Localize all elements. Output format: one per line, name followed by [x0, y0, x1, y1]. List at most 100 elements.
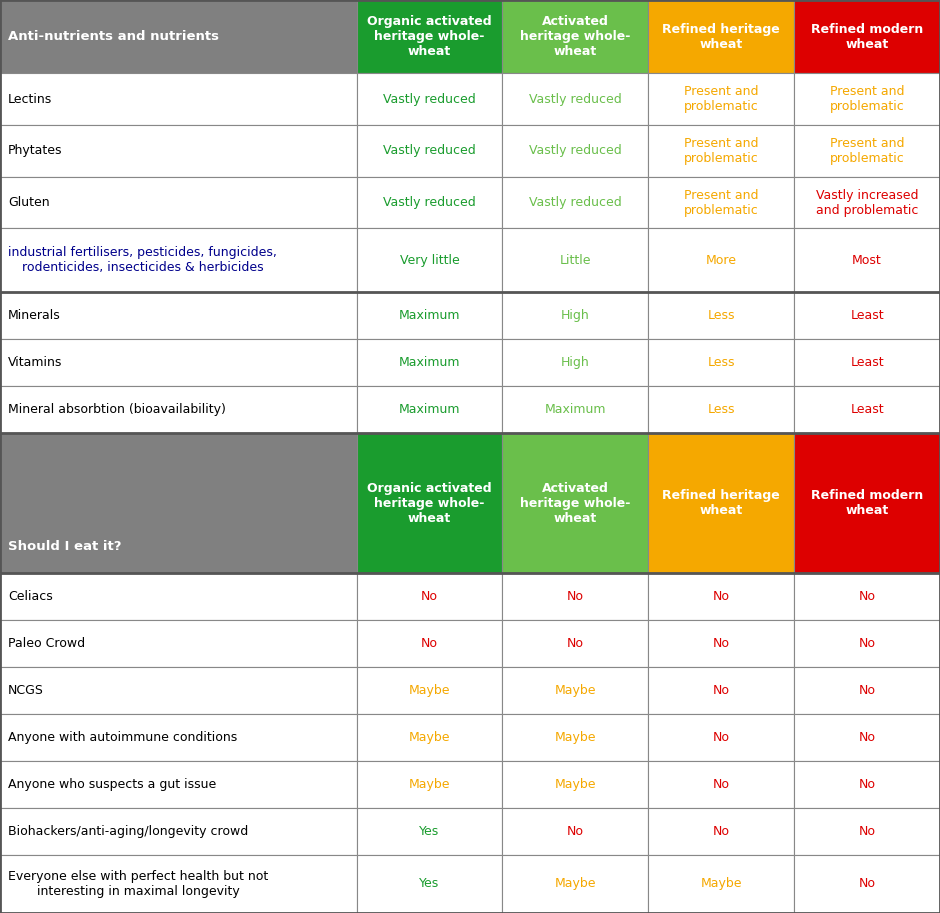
- Text: NCGS: NCGS: [8, 684, 44, 697]
- Bar: [503, 761, 649, 808]
- Text: Vastly reduced: Vastly reduced: [384, 196, 476, 209]
- Bar: [356, 666, 503, 714]
- Bar: [503, 808, 649, 855]
- Text: Should I eat it?: Should I eat it?: [8, 540, 121, 552]
- Text: No: No: [713, 590, 729, 603]
- Text: No: No: [858, 590, 875, 603]
- Text: Celiacs: Celiacs: [8, 590, 53, 603]
- Text: Vastly reduced: Vastly reduced: [384, 93, 476, 106]
- Text: Maybe: Maybe: [555, 730, 596, 744]
- Text: Present and
problematic: Present and problematic: [830, 85, 904, 113]
- Bar: [794, 855, 940, 913]
- Text: Maximum: Maximum: [399, 310, 461, 322]
- Bar: [356, 73, 503, 125]
- Bar: [649, 125, 794, 177]
- Text: Gluten: Gluten: [8, 196, 50, 209]
- Text: Maybe: Maybe: [555, 877, 596, 890]
- Bar: [0, 125, 356, 177]
- Text: Anyone who suspects a gut issue: Anyone who suspects a gut issue: [8, 778, 216, 791]
- Bar: [503, 73, 649, 125]
- Bar: [649, 855, 794, 913]
- Text: Least: Least: [851, 356, 884, 370]
- Text: Most: Most: [853, 254, 882, 267]
- Text: High: High: [561, 356, 589, 370]
- Bar: [356, 0, 503, 73]
- Bar: [649, 340, 794, 386]
- Bar: [649, 620, 794, 666]
- Text: Anyone with autoimmune conditions: Anyone with autoimmune conditions: [8, 730, 237, 744]
- Bar: [794, 572, 940, 620]
- Bar: [0, 714, 356, 761]
- Text: No: No: [567, 824, 584, 838]
- Bar: [649, 0, 794, 73]
- Text: No: No: [567, 590, 584, 603]
- Bar: [0, 666, 356, 714]
- Text: No: No: [858, 877, 875, 890]
- Text: Paleo Crowd: Paleo Crowd: [8, 636, 86, 650]
- Text: Phytates: Phytates: [8, 144, 62, 157]
- Bar: [356, 572, 503, 620]
- Bar: [794, 292, 940, 340]
- Text: No: No: [858, 684, 875, 697]
- Bar: [503, 666, 649, 714]
- Bar: [503, 620, 649, 666]
- Bar: [649, 761, 794, 808]
- Text: Vitamins: Vitamins: [8, 356, 62, 370]
- Bar: [503, 292, 649, 340]
- Text: Maybe: Maybe: [555, 684, 596, 697]
- Bar: [0, 855, 356, 913]
- Text: Present and
problematic: Present and problematic: [684, 137, 759, 165]
- Bar: [794, 0, 940, 73]
- Text: Maximum: Maximum: [399, 404, 461, 416]
- Text: No: No: [713, 636, 729, 650]
- Bar: [649, 714, 794, 761]
- Bar: [356, 340, 503, 386]
- Text: Least: Least: [851, 404, 884, 416]
- Bar: [0, 292, 356, 340]
- Text: Maximum: Maximum: [544, 404, 606, 416]
- Bar: [649, 73, 794, 125]
- Text: Little: Little: [559, 254, 591, 267]
- Bar: [356, 177, 503, 228]
- Text: No: No: [858, 824, 875, 838]
- Text: Vastly increased
and problematic: Vastly increased and problematic: [816, 189, 918, 216]
- Bar: [503, 714, 649, 761]
- Text: Least: Least: [851, 310, 884, 322]
- Bar: [503, 0, 649, 73]
- Bar: [356, 761, 503, 808]
- Bar: [649, 666, 794, 714]
- Bar: [503, 228, 649, 292]
- Text: Minerals: Minerals: [8, 310, 61, 322]
- Text: Vastly reduced: Vastly reduced: [384, 144, 476, 157]
- Bar: [794, 761, 940, 808]
- Text: No: No: [858, 778, 875, 791]
- Bar: [503, 855, 649, 913]
- Text: Present and
problematic: Present and problematic: [830, 137, 904, 165]
- Text: Less: Less: [708, 356, 735, 370]
- Text: Refined heritage
wheat: Refined heritage wheat: [663, 23, 780, 50]
- Text: High: High: [561, 310, 589, 322]
- Text: Vastly reduced: Vastly reduced: [529, 144, 621, 157]
- Text: No: No: [713, 824, 729, 838]
- Bar: [356, 714, 503, 761]
- Text: Maybe: Maybe: [409, 684, 450, 697]
- Bar: [649, 292, 794, 340]
- Bar: [356, 855, 503, 913]
- Text: Less: Less: [708, 310, 735, 322]
- Bar: [794, 340, 940, 386]
- Bar: [0, 386, 356, 434]
- Bar: [356, 228, 503, 292]
- Bar: [503, 434, 649, 572]
- Bar: [794, 808, 940, 855]
- Bar: [503, 572, 649, 620]
- Text: Maximum: Maximum: [399, 356, 461, 370]
- Bar: [356, 125, 503, 177]
- Bar: [649, 434, 794, 572]
- Text: Present and
problematic: Present and problematic: [684, 189, 759, 216]
- Text: Refined modern
wheat: Refined modern wheat: [811, 489, 923, 517]
- Bar: [0, 228, 356, 292]
- Bar: [649, 228, 794, 292]
- Bar: [794, 228, 940, 292]
- Text: More: More: [706, 254, 737, 267]
- Text: Yes: Yes: [419, 824, 440, 838]
